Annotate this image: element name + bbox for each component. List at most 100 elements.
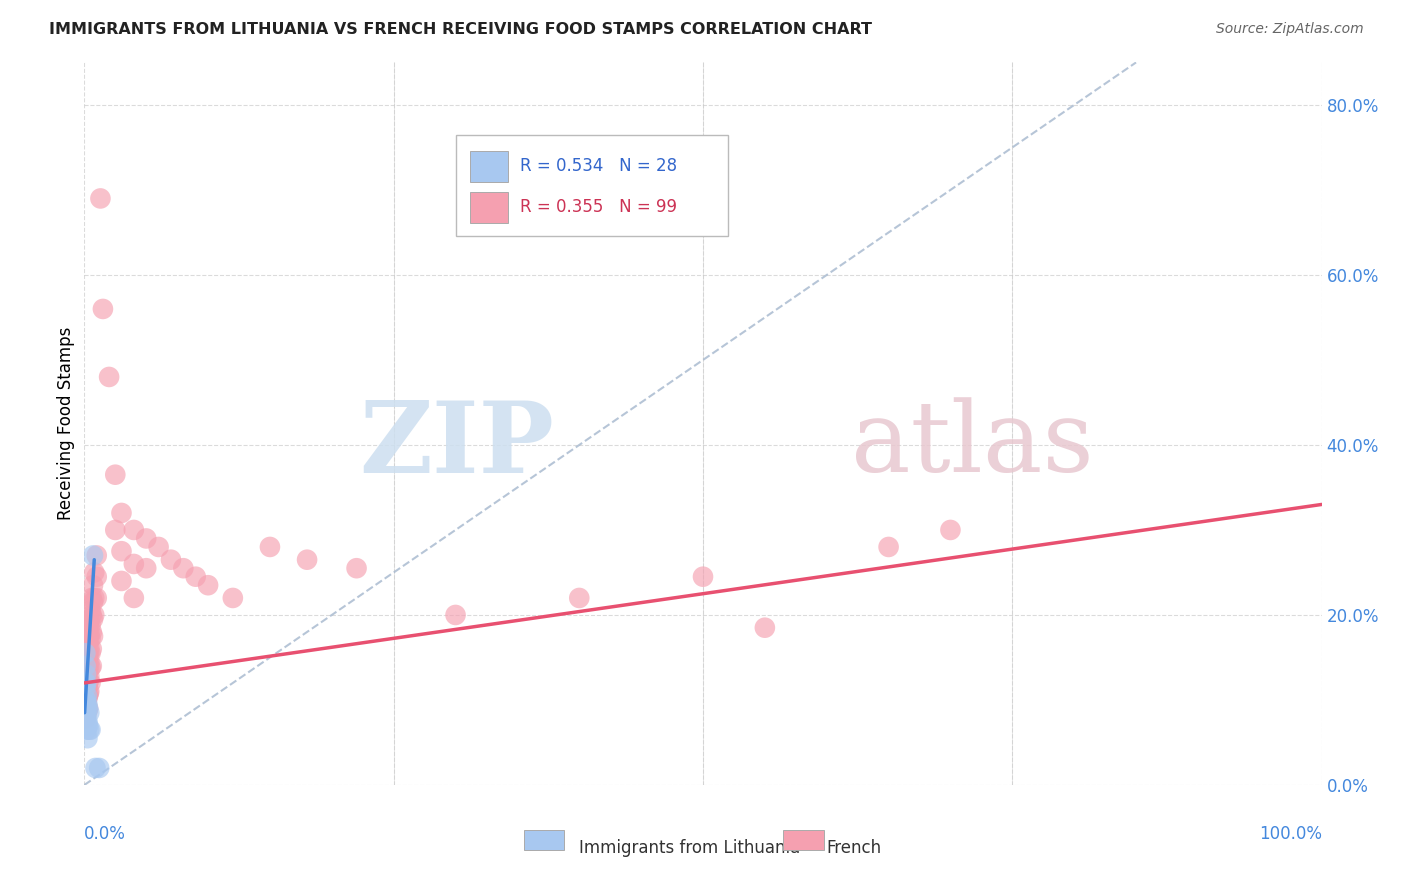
Point [76, 731, 98, 746]
Point [80, 607, 103, 622]
Text: 0.0%: 0.0% [84, 825, 127, 843]
Point [75, 676, 97, 690]
Point [76, 723, 98, 737]
Point [79, 723, 101, 737]
Point [75, 669, 97, 683]
Y-axis label: Receiving Food Stamps: Receiving Food Stamps [56, 327, 75, 520]
Point [79, 676, 101, 690]
Bar [783, 830, 824, 850]
Point [84, 761, 107, 775]
Point [939, 523, 962, 537]
Point [692, 570, 714, 584]
Point [75, 714, 97, 729]
Point [76, 706, 98, 720]
Point [444, 607, 467, 622]
Point [75, 676, 97, 690]
Point [86, 549, 108, 563]
Point [76, 693, 98, 707]
Point [77, 701, 100, 715]
Point [122, 523, 145, 537]
Text: atlas: atlas [852, 398, 1094, 493]
Text: French: French [827, 839, 882, 857]
Point [259, 540, 281, 554]
Point [122, 591, 145, 605]
Point [98, 370, 121, 384]
Point [75, 697, 97, 711]
Point [79, 706, 101, 720]
Point [76, 703, 98, 717]
Point [76, 665, 98, 680]
Point [76, 655, 98, 669]
Point [77, 676, 100, 690]
Bar [471, 152, 508, 182]
Point [77, 648, 100, 663]
Point [76, 680, 98, 694]
Point [75, 697, 97, 711]
Point [135, 561, 157, 575]
Point [75, 714, 97, 729]
Point [76, 697, 98, 711]
Point [76, 652, 98, 666]
Point [122, 557, 145, 571]
Point [79, 723, 101, 737]
Point [77, 701, 100, 715]
Point [75, 686, 97, 700]
Point [160, 552, 183, 566]
Point [77, 689, 100, 703]
Bar [523, 830, 564, 850]
Point [75, 657, 97, 672]
Point [77, 621, 100, 635]
Point [77, 660, 100, 674]
Point [82, 629, 104, 643]
Point [295, 552, 318, 566]
Point [76, 629, 98, 643]
Point [148, 540, 170, 554]
Point [77, 632, 100, 646]
Point [75, 680, 97, 694]
Point [75, 693, 97, 707]
Point [89, 191, 111, 205]
Point [77, 646, 100, 660]
Point [104, 523, 127, 537]
Point [79, 640, 101, 655]
Text: ZIP: ZIP [360, 397, 554, 494]
Point [80, 591, 103, 605]
FancyBboxPatch shape [456, 135, 728, 235]
Point [75, 646, 97, 660]
Point [79, 604, 101, 618]
Point [75, 667, 97, 681]
Text: Source: ZipAtlas.com: Source: ZipAtlas.com [1216, 22, 1364, 37]
Point [83, 607, 105, 622]
Point [75, 693, 97, 707]
Point [75, 652, 97, 666]
Point [79, 684, 101, 698]
Point [75, 693, 97, 707]
Point [110, 544, 132, 558]
Point [77, 663, 100, 677]
Point [76, 624, 98, 639]
Point [82, 578, 104, 592]
Point [82, 549, 104, 563]
Text: Immigrants from Lithuania: Immigrants from Lithuania [579, 839, 800, 857]
Point [76, 638, 98, 652]
Bar [471, 193, 508, 223]
Point [76, 678, 98, 692]
Point [76, 706, 98, 720]
Point [83, 566, 105, 580]
Point [76, 667, 98, 681]
Point [86, 570, 108, 584]
Text: 100.0%: 100.0% [1258, 825, 1322, 843]
Point [80, 642, 103, 657]
Point [75, 712, 97, 726]
Point [104, 467, 127, 482]
Point [75, 659, 97, 673]
Point [79, 612, 101, 626]
Text: R = 0.534   N = 28: R = 0.534 N = 28 [520, 157, 678, 175]
Point [89, 761, 111, 775]
Point [79, 632, 101, 646]
Point [76, 642, 98, 657]
Point [75, 706, 97, 720]
Point [197, 578, 219, 592]
Point [346, 561, 368, 575]
Text: IMMIGRANTS FROM LITHUANIA VS FRENCH RECEIVING FOOD STAMPS CORRELATION CHART: IMMIGRANTS FROM LITHUANIA VS FRENCH RECE… [49, 22, 872, 37]
